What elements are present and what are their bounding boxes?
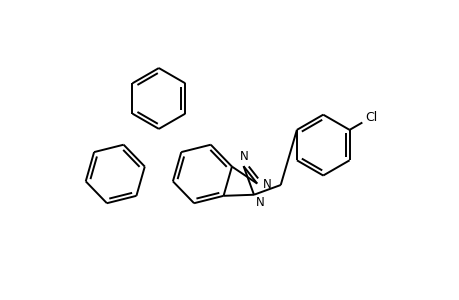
Text: N: N [262, 178, 271, 191]
Text: Cl: Cl [365, 111, 377, 124]
Text: N: N [256, 196, 264, 208]
Text: N: N [240, 150, 248, 163]
